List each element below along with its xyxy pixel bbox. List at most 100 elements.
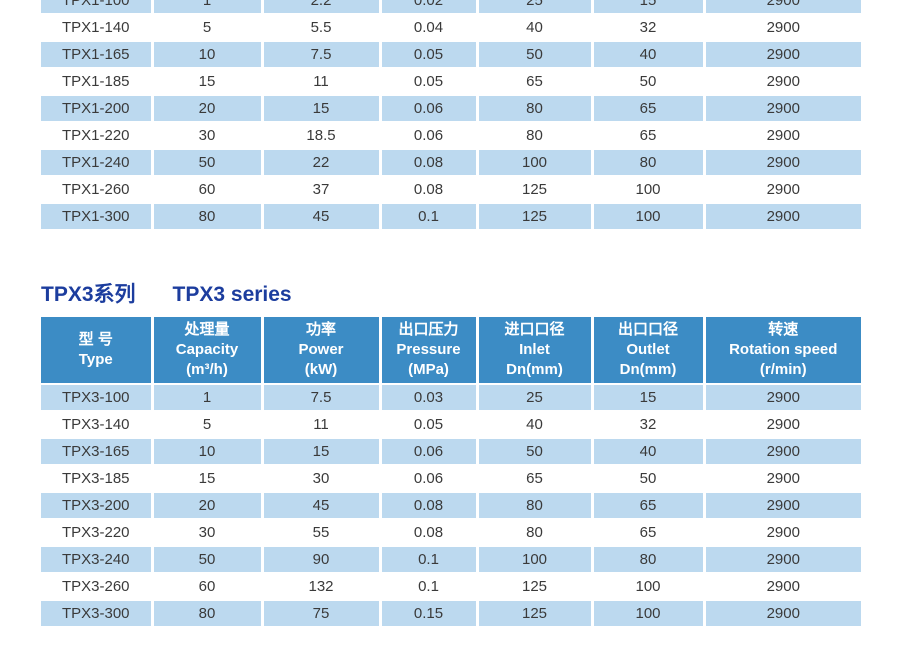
model-cell: TPX3-200	[41, 492, 154, 520]
table-row: TPX1-165 10 7.5 0.05 50 40 2900	[41, 41, 861, 69]
value-cell: 40	[592, 41, 706, 69]
value-cell: 2900	[704, 68, 861, 96]
value-cell: 11	[262, 411, 382, 439]
value-cell: 10	[152, 41, 264, 69]
value-cell: 125	[477, 203, 594, 231]
value-cell: 7.5	[262, 384, 382, 412]
tpx3-table-body: TPX3-100 1 7.5 0.03 25 15 2900 TPX3-140 5 11 0.05 4…	[41, 384, 861, 628]
tpx3-series-table: 型 号 Type 处理量 Capacity (m³/h) 功率 Power (kW) 出口压力 P…	[41, 317, 861, 628]
tpx1-table-clipped-region: TPX1-100 1 2.2 0.02 25 15 2900 TPX1-140 5 5.5 0.04…	[41, 0, 863, 232]
value-cell: 25	[477, 0, 594, 15]
model-cell: TPX3-240	[41, 546, 154, 574]
model-cell: TPX1-220	[41, 122, 154, 150]
model-cell: TPX3-220	[41, 519, 154, 547]
model-cell: TPX1-165	[41, 41, 154, 69]
value-cell: 2900	[704, 149, 861, 177]
value-cell: 11	[262, 68, 382, 96]
value-cell: 0.06	[380, 465, 479, 493]
value-cell: 0.1	[380, 203, 479, 231]
value-cell: 0.08	[380, 492, 479, 520]
model-cell: TPX1-240	[41, 149, 154, 177]
header-line: 处理量	[184, 321, 230, 338]
value-cell: 32	[592, 14, 706, 42]
value-cell: 2900	[704, 41, 861, 69]
value-cell: 125	[477, 600, 594, 628]
value-cell: 125	[477, 176, 594, 204]
model-cell: TPX3-165	[41, 438, 154, 466]
value-cell: 0.06	[380, 122, 479, 150]
tpx3-section-title: TPX3系列 TPX3 series	[41, 283, 292, 307]
value-cell: 100	[477, 149, 594, 177]
model-cell: TPX1-200	[41, 95, 154, 123]
header-line: 转速	[768, 321, 799, 338]
value-cell: 37	[262, 176, 382, 204]
value-cell: 1	[152, 384, 264, 412]
header-line: Outlet	[626, 341, 670, 358]
header-line: Power	[298, 341, 344, 358]
value-cell: 80	[477, 519, 594, 547]
value-cell: 0.1	[380, 573, 479, 601]
value-cell: 80	[477, 122, 594, 150]
tpx3-title-zh: TPX3系列	[41, 283, 136, 306]
value-cell: 80	[477, 95, 594, 123]
header-line: Rotation speed	[729, 341, 838, 358]
value-cell: 65	[592, 122, 706, 150]
value-cell: 0.06	[380, 95, 479, 123]
value-cell: 65	[477, 68, 594, 96]
tpx3-table-region: 型 号 Type 处理量 Capacity (m³/h) 功率 Power (kW) 出口压力 P…	[41, 317, 861, 628]
value-cell: 2900	[704, 546, 861, 574]
table-row: TPX1-240 50 22 0.08 100 80 2900	[41, 149, 861, 177]
table-row: TPX3-200 20 45 0.08 80 65 2900	[41, 492, 861, 520]
value-cell: 2900	[704, 411, 861, 439]
value-cell: 50	[477, 41, 594, 69]
header-line: 功率	[305, 321, 336, 338]
table-row: TPX3-185 15 30 0.06 65 50 2900	[41, 465, 861, 493]
value-cell: 25	[477, 384, 594, 412]
value-cell: 45	[262, 492, 382, 520]
header-line: Dn(mm)	[619, 361, 677, 378]
value-cell: 65	[592, 519, 706, 547]
header-line: (kW)	[304, 361, 338, 378]
value-cell: 18.5	[262, 122, 382, 150]
value-cell: 32	[592, 411, 706, 439]
table-row: TPX3-220 30 55 0.08 80 65 2900	[41, 519, 861, 547]
value-cell: 0.05	[380, 41, 479, 69]
header-line: 出口口径	[617, 321, 678, 338]
value-cell: 125	[477, 573, 594, 601]
header-line: Type	[78, 351, 113, 368]
value-cell: 30	[152, 122, 264, 150]
value-cell: 0.05	[380, 68, 479, 96]
value-cell: 0.08	[380, 149, 479, 177]
value-cell: 0.06	[380, 438, 479, 466]
value-cell: 30	[262, 465, 382, 493]
value-cell: 20	[152, 95, 264, 123]
value-cell: 5	[152, 411, 264, 439]
value-cell: 2900	[704, 573, 861, 601]
value-cell: 0.03	[380, 384, 479, 412]
value-cell: 65	[592, 95, 706, 123]
table-row: TPX3-140 5 11 0.05 40 32 2900	[41, 411, 861, 439]
value-cell: 2900	[704, 0, 861, 15]
header-line: (m³/h)	[186, 361, 228, 378]
column-header-pressure: 出口压力 Pressure (MPa)	[380, 317, 479, 385]
table-row: TPX1-140 5 5.5 0.04 40 32 2900	[41, 14, 861, 42]
value-cell: 2900	[704, 384, 861, 412]
column-header-inlet: 进口口径 Inlet Dn(mm)	[477, 317, 594, 385]
value-cell: 80	[477, 492, 594, 520]
value-cell: 50	[592, 465, 706, 493]
value-cell: 65	[592, 492, 706, 520]
table-row: TPX1-200 20 15 0.06 80 65 2900	[41, 95, 861, 123]
value-cell: 2900	[704, 122, 861, 150]
table-row: TPX3-100 1 7.5 0.03 25 15 2900	[41, 384, 861, 412]
table-row: TPX3-240 50 90 0.1 100 80 2900	[41, 546, 861, 574]
model-cell: TPX3-140	[41, 411, 154, 439]
column-header-power: 功率 Power (kW)	[262, 317, 382, 385]
value-cell: 40	[477, 14, 594, 42]
value-cell: 100	[592, 203, 706, 231]
value-cell: 2900	[704, 600, 861, 628]
table-row: TPX1-100 1 2.2 0.02 25 15 2900	[41, 0, 861, 15]
header-line: 出口压力	[398, 321, 459, 338]
value-cell: 65	[477, 465, 594, 493]
value-cell: 20	[152, 492, 264, 520]
